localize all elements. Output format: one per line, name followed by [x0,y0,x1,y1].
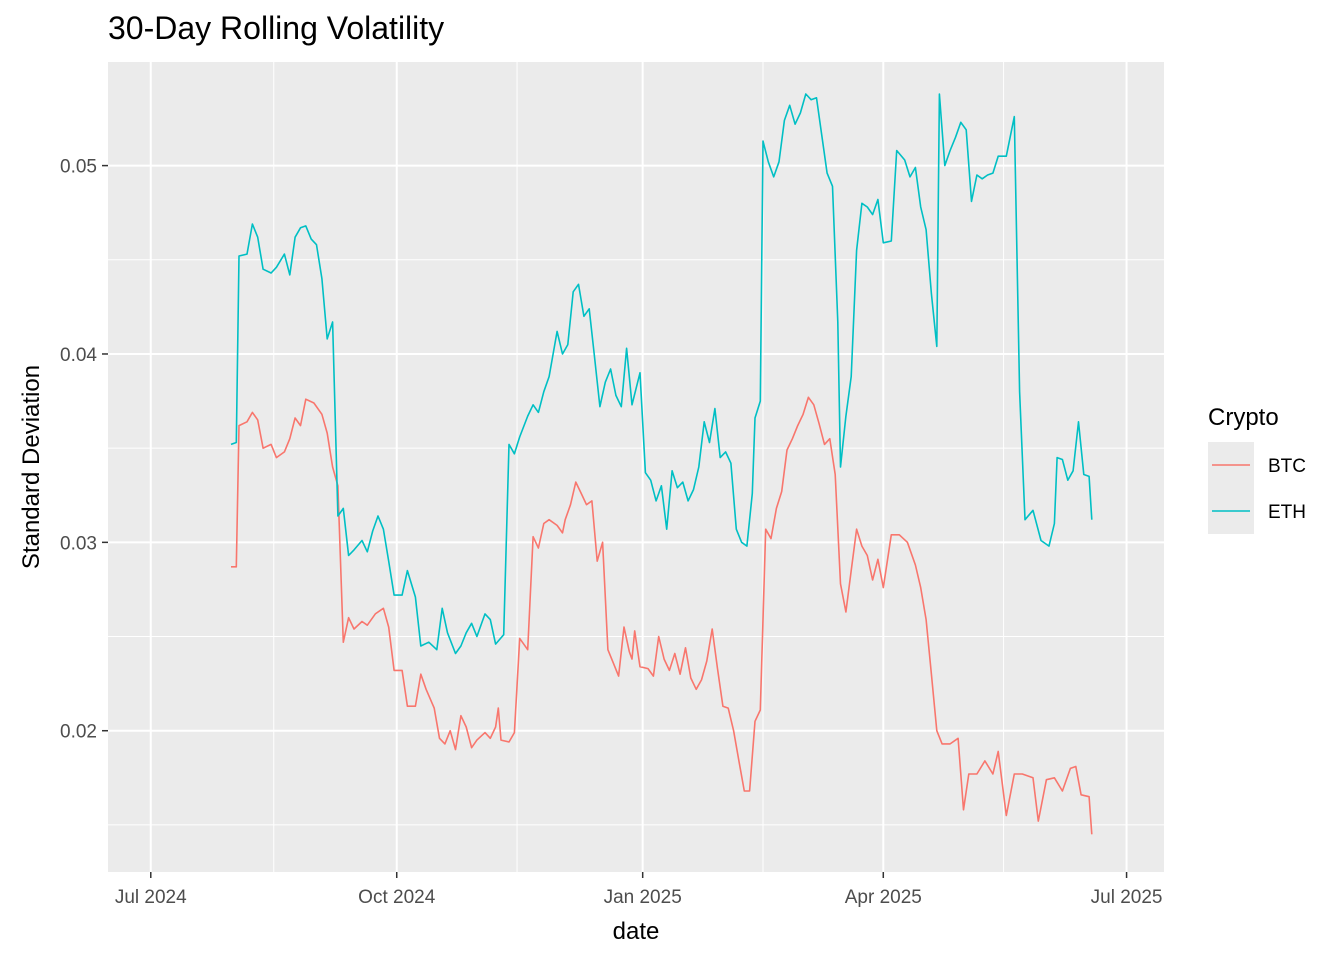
y-tick-label: 0.04 [60,345,97,366]
y-tick-label: 0.05 [60,157,97,178]
legend-label-eth: ETH [1268,502,1306,523]
series-line-btc [231,396,1093,835]
x-tick-label: Apr 2025 [845,887,922,908]
chart-title: 30-Day Rolling Volatility [108,10,445,46]
plot-panel [108,62,1164,872]
legend-label-btc: BTC [1268,456,1306,477]
y-tick-label: 0.03 [60,533,97,554]
legend: Crypto BTC ETH [1208,404,1306,534]
y-axis-title: Standard Deviation [18,365,45,569]
series-layer [230,93,1093,835]
series-line-eth [230,93,1093,655]
x-axis: Jul 2024 Oct 2024 Jan 2025 Apr 2025 Jul 2025 [115,872,1163,908]
x-axis-title: date [613,918,660,945]
legend-title: Crypto [1208,404,1279,431]
x-tick-label: Jul 2025 [1091,887,1163,908]
x-tick-label: Jul 2024 [115,887,187,908]
x-tick-label: Jan 2025 [604,887,682,908]
major-gridlines [108,62,1164,872]
y-tick-label: 0.02 [60,722,97,743]
y-axis: 0.02 0.03 0.04 0.05 [60,157,108,743]
x-tick-label: Oct 2024 [358,887,436,908]
